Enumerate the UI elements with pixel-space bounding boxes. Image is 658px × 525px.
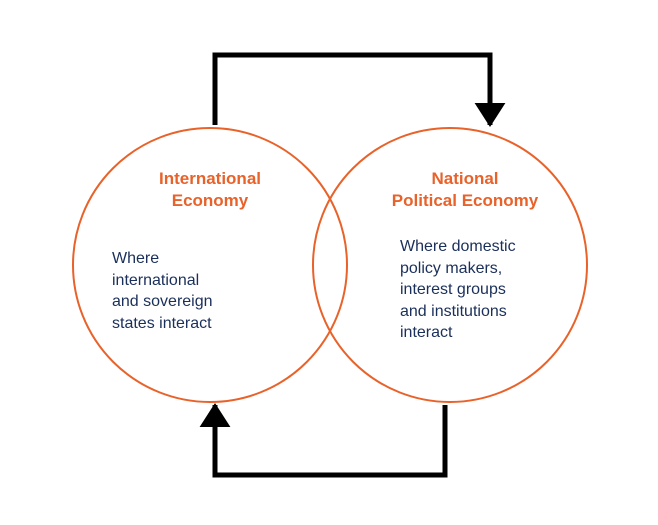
left-circle-description: Whereinternationaland sovereignstates in…: [112, 248, 262, 334]
arrow-top: [215, 55, 505, 127]
arrow-bottom: [200, 403, 445, 475]
left-circle-title: InternationalEconomy: [145, 168, 275, 212]
right-circle-title: NationalPolitical Economy: [385, 168, 545, 212]
venn-cycle-diagram: InternationalEconomy Whereinternationala…: [0, 0, 658, 525]
right-circle-description: Where domesticpolicy makers,interest gro…: [400, 236, 560, 344]
